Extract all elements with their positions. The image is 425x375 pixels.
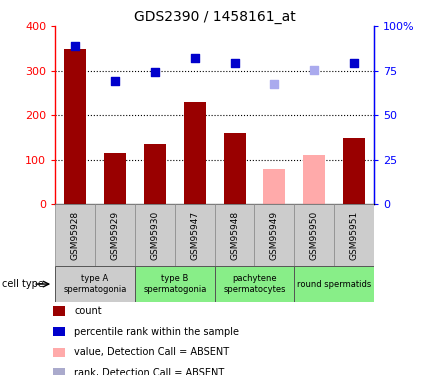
Point: [151, 69, 158, 75]
Point: [351, 60, 357, 66]
Bar: [224, 133, 246, 204]
Point: [231, 60, 238, 66]
Text: count: count: [74, 306, 102, 316]
Bar: [215, 266, 294, 302]
Text: type A
spermatogonia: type A spermatogonia: [63, 274, 127, 294]
Bar: [104, 153, 126, 204]
Bar: [343, 138, 365, 204]
Text: GSM95947: GSM95947: [190, 211, 199, 260]
Bar: [294, 204, 334, 266]
Bar: [303, 155, 325, 204]
Bar: [95, 204, 135, 266]
Text: pachytene
spermatocytes: pachytene spermatocytes: [223, 274, 286, 294]
Text: GSM95929: GSM95929: [110, 211, 119, 260]
Point: [271, 81, 278, 87]
Point: [72, 43, 79, 49]
Bar: [175, 204, 215, 266]
Bar: [215, 204, 255, 266]
Text: percentile rank within the sample: percentile rank within the sample: [74, 327, 239, 337]
Bar: [264, 169, 285, 204]
Text: rank, Detection Call = ABSENT: rank, Detection Call = ABSENT: [74, 368, 225, 375]
Text: GSM95950: GSM95950: [310, 211, 319, 260]
Text: round spermatids: round spermatids: [297, 280, 371, 289]
Text: GSM95951: GSM95951: [350, 211, 359, 260]
Bar: [55, 266, 135, 302]
Text: value, Detection Call = ABSENT: value, Detection Call = ABSENT: [74, 348, 230, 357]
Text: cell type: cell type: [2, 279, 44, 289]
Text: GSM95930: GSM95930: [150, 211, 159, 260]
Bar: [55, 204, 95, 266]
Text: GSM95948: GSM95948: [230, 211, 239, 260]
Bar: [294, 266, 374, 302]
Text: type B
spermatogonia: type B spermatogonia: [143, 274, 207, 294]
Bar: [184, 102, 206, 204]
Bar: [144, 144, 166, 204]
Point: [311, 67, 317, 73]
Bar: [135, 266, 215, 302]
Bar: [64, 48, 86, 204]
Bar: [255, 204, 294, 266]
Bar: [334, 204, 374, 266]
Bar: [135, 204, 175, 266]
Title: GDS2390 / 1458161_at: GDS2390 / 1458161_at: [134, 10, 295, 24]
Point: [112, 78, 119, 84]
Text: GSM95949: GSM95949: [270, 211, 279, 260]
Text: GSM95928: GSM95928: [71, 211, 79, 260]
Point: [191, 56, 198, 62]
